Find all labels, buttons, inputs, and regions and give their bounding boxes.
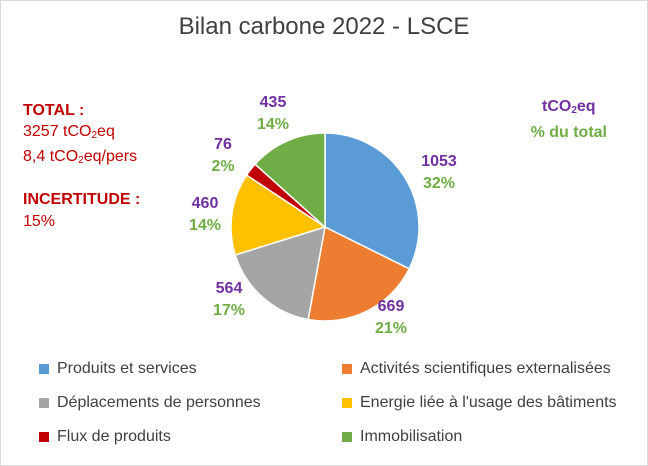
uncertainty-header: INCERTITUDE :	[23, 191, 141, 208]
slice-value-label: 564	[215, 280, 243, 297]
slice-percent-label: 17%	[212, 302, 246, 319]
legend-label: Produits et services	[57, 360, 197, 377]
slice-percent-label: 21%	[374, 320, 408, 337]
legend-item: Energie liée à l'usage des bâtiments	[342, 394, 617, 412]
slice-value-label: 76	[214, 136, 232, 153]
slice-data-label: 669 21%	[361, 296, 421, 340]
label-key: tCO2eq % du total	[531, 96, 607, 144]
legend-item: Activités scientifiques externalisées	[342, 360, 611, 378]
unit-key-sub: 2	[571, 105, 577, 116]
slice-value-label: 435	[259, 94, 287, 111]
unit-key-text: tCO	[542, 98, 572, 115]
total-annotation: TOTAL : 3257 tCO2eq 8,4 tCO2eq/pers	[23, 100, 137, 171]
slice-value-label: 669	[377, 298, 405, 315]
uncertainty-annotation: INCERTITUDE : 15%	[23, 189, 140, 233]
per-person-unit: eq/pers	[83, 148, 138, 165]
legend-swatch	[39, 364, 49, 374]
chart-title: Bilan carbone 2022 - LSCE	[178, 13, 470, 40]
legend-label: Flux de produits	[57, 428, 171, 445]
per-person-sub: 2	[78, 155, 84, 166]
uncertainty-value: 15%	[23, 213, 56, 230]
slice-value-label: 460	[191, 195, 219, 212]
legend-item: Produits et services	[39, 360, 197, 378]
slice-percent-label: 2%	[211, 158, 235, 175]
legend-swatch	[39, 398, 49, 408]
legend-label: Activités scientifiques externalisées	[360, 360, 611, 377]
pie-chart	[230, 132, 420, 322]
total-value-sub: 2	[91, 130, 98, 141]
legend-swatch	[342, 364, 352, 374]
unit-key-value: tCO2eq	[531, 96, 607, 122]
legend-label: Immobilisation	[360, 428, 463, 445]
pie-slice	[253, 132, 326, 229]
pie-slice	[230, 174, 327, 256]
legend-swatch	[342, 398, 352, 408]
legend-item: Flux de produits	[39, 428, 171, 446]
slice-data-label: 564 17%	[199, 278, 259, 322]
pie-slice	[307, 225, 411, 322]
slice-percent-label: 14%	[256, 116, 290, 133]
slice-percent-label: 32%	[422, 175, 456, 192]
legend-item: Immobilisation	[342, 428, 462, 446]
slice-data-label: 460 14%	[175, 193, 235, 237]
slice-value-label: 1053	[421, 153, 457, 170]
total-header: TOTAL :	[23, 102, 85, 119]
legend-label: Energie liée à l'usage des bâtiments	[360, 394, 617, 411]
pie-slice	[324, 132, 420, 270]
legend-label: Déplacements de personnes	[57, 394, 261, 411]
slice-data-label: 76 2%	[193, 134, 253, 178]
per-person-value: 8,4 tCO2eq/pers	[23, 146, 137, 171]
legend-item: Déplacements de personnes	[39, 394, 261, 412]
total-value: 3257 tCO2eq	[23, 121, 137, 146]
slice-data-label: 1053 32%	[409, 151, 469, 195]
legend-swatch	[39, 432, 49, 442]
pie-slice	[234, 225, 326, 321]
slice-data-label: 435 14%	[243, 92, 303, 136]
total-value-unit: eq	[97, 123, 115, 140]
slice-percent-label: 14%	[188, 217, 222, 234]
unit-key-percent: % du total	[530, 124, 607, 141]
unit-key-unit: eq	[576, 98, 596, 115]
per-person-text: 8,4 tCO	[23, 148, 79, 165]
total-value-text: 3257 tCO	[23, 123, 92, 140]
legend-swatch	[342, 432, 352, 442]
